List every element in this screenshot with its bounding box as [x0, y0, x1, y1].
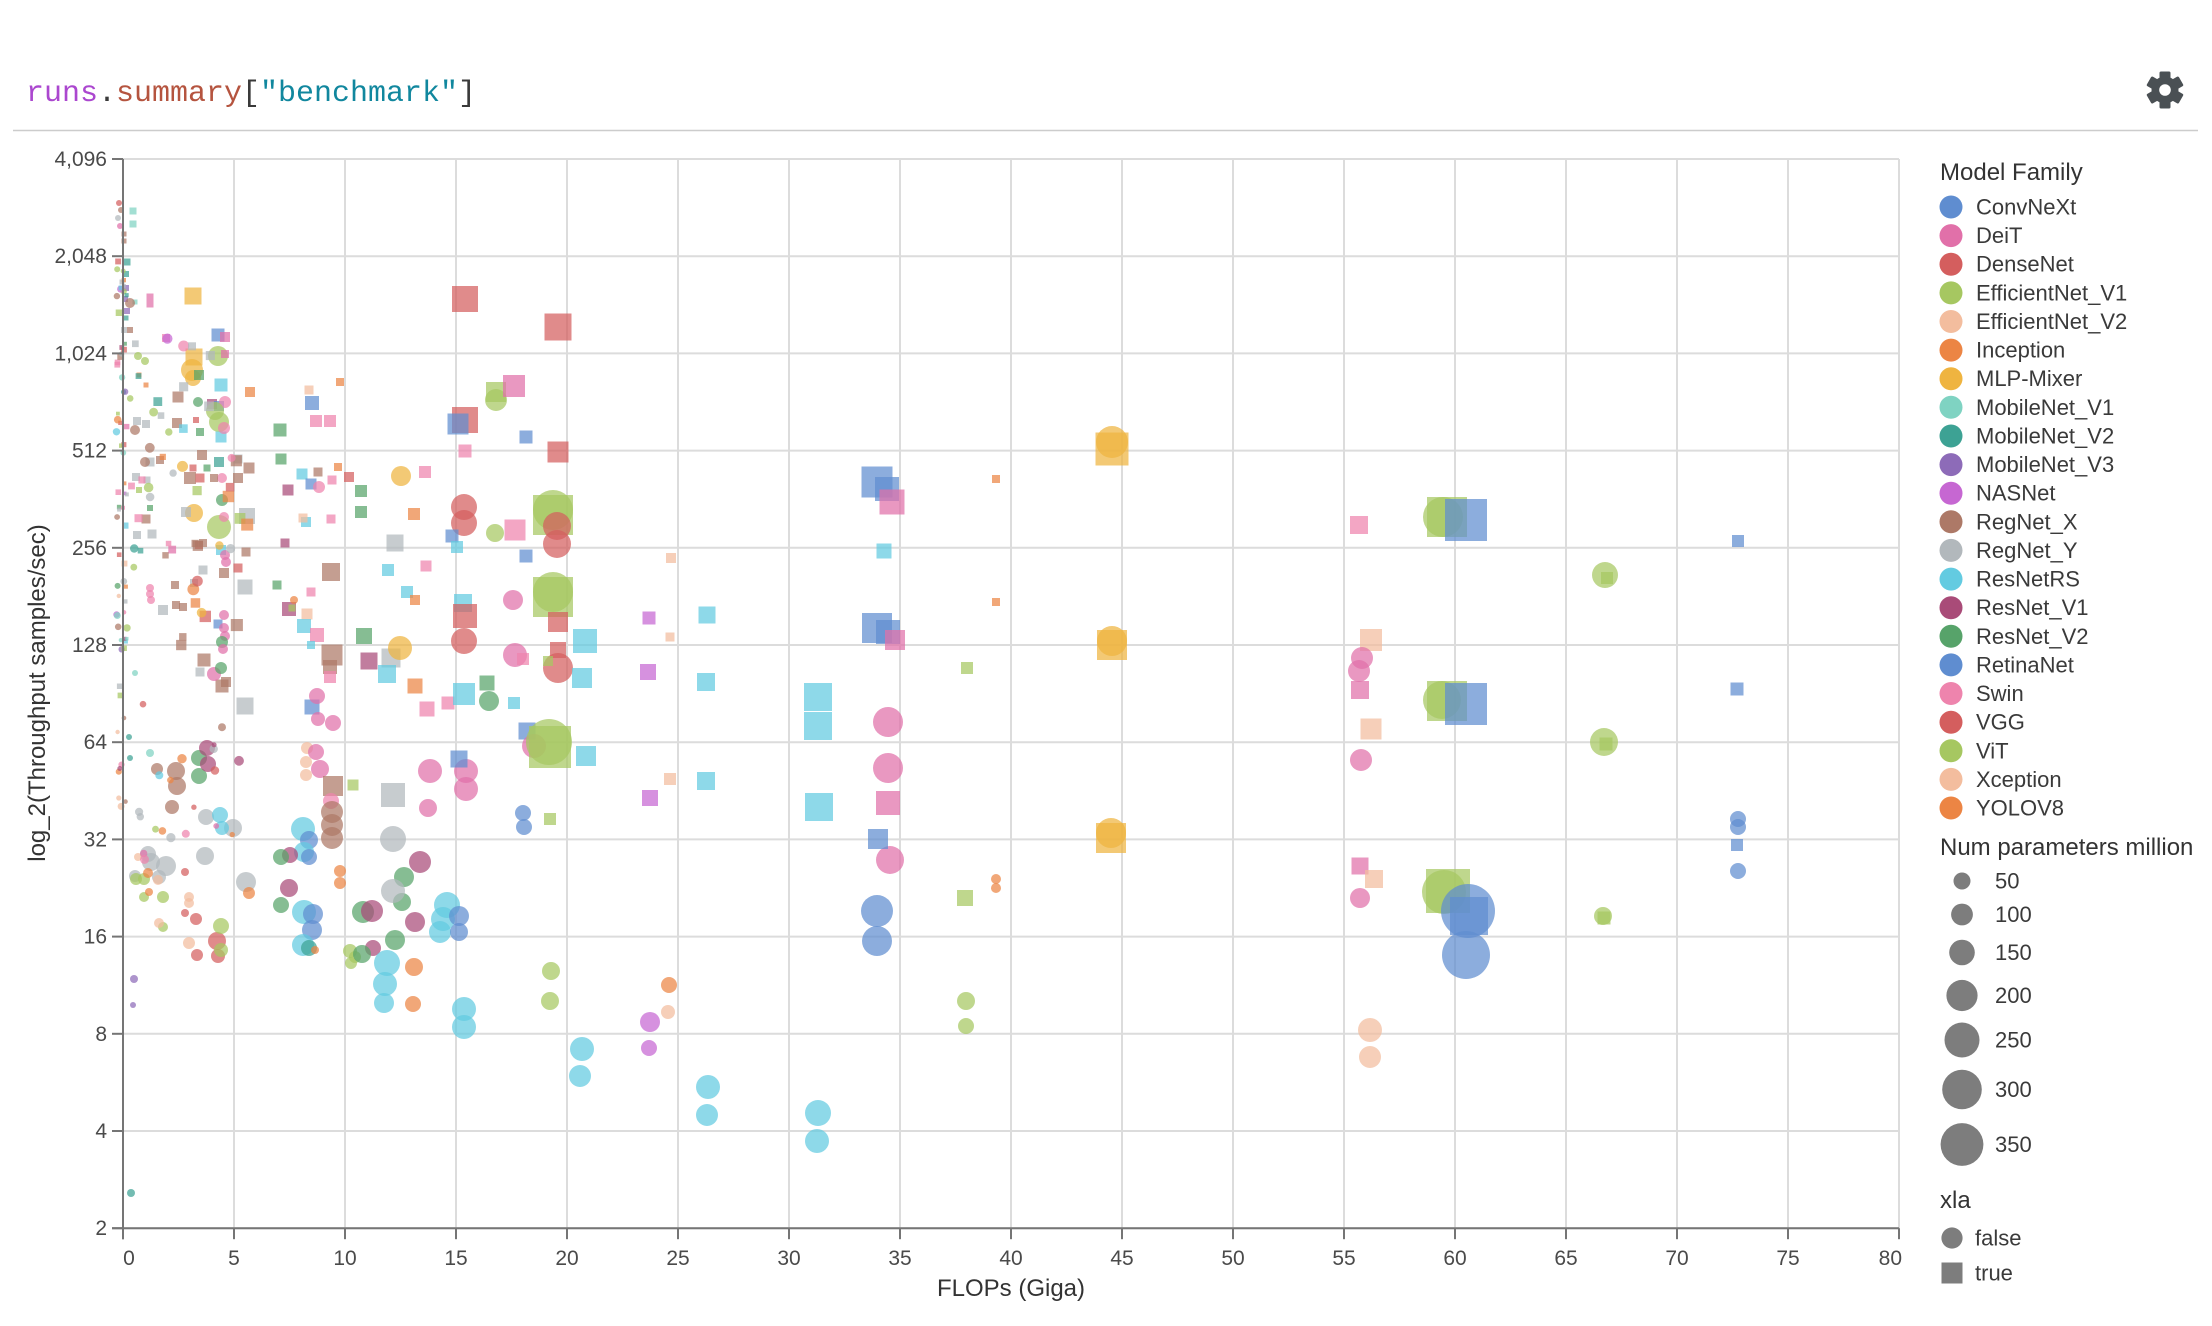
svg-text:MLP-Mixer: MLP-Mixer [1976, 366, 2082, 391]
svg-text:VGG: VGG [1976, 710, 2025, 735]
svg-text:DenseNet: DenseNet [1976, 252, 2074, 277]
svg-text:80: 80 [1879, 1247, 1902, 1270]
svg-text:4,096: 4,096 [54, 148, 107, 171]
svg-text:512: 512 [72, 440, 107, 463]
svg-text:YOLOV8: YOLOV8 [1976, 796, 2064, 821]
svg-text:32: 32 [84, 828, 107, 851]
svg-text:25: 25 [666, 1247, 689, 1270]
svg-text:xla: xla [1940, 1187, 1971, 1214]
svg-text:350: 350 [1995, 1132, 2032, 1157]
svg-text:65: 65 [1554, 1247, 1577, 1270]
svg-text:NASNet: NASNet [1976, 481, 2055, 506]
svg-text:Model Family: Model Family [1940, 159, 2083, 186]
svg-text:Xception: Xception [1976, 767, 2062, 792]
svg-text:40: 40 [999, 1247, 1022, 1270]
svg-text:10: 10 [333, 1247, 356, 1270]
svg-text:1,024: 1,024 [54, 342, 107, 365]
svg-text:true: true [1975, 1261, 2013, 1286]
svg-text:]: ] [458, 77, 476, 111]
svg-text:"benchmark": "benchmark" [260, 77, 458, 111]
svg-text:50: 50 [1221, 1247, 1244, 1270]
svg-text:2,048: 2,048 [54, 245, 107, 268]
svg-text:Inception: Inception [1976, 338, 2065, 363]
svg-text:150: 150 [1995, 940, 2032, 965]
svg-text:MobileNet_V1: MobileNet_V1 [1976, 395, 2114, 420]
svg-text:20: 20 [555, 1247, 578, 1270]
svg-text:256: 256 [72, 537, 107, 560]
svg-text:FLOPs (Giga): FLOPs (Giga) [937, 1275, 1085, 1302]
svg-text:ConvNeXt: ConvNeXt [1976, 195, 2076, 220]
svg-text:[: [ [242, 77, 260, 111]
svg-text:MobileNet_V2: MobileNet_V2 [1976, 424, 2114, 449]
svg-text:EfficientNet_V2: EfficientNet_V2 [1976, 309, 2127, 334]
svg-text:.: . [98, 77, 116, 111]
svg-text:64: 64 [84, 731, 108, 754]
svg-text:8: 8 [95, 1023, 107, 1046]
svg-text:30: 30 [777, 1247, 800, 1270]
svg-text:DeiT: DeiT [1976, 223, 2022, 248]
svg-text:ResNet_V2: ResNet_V2 [1976, 624, 2089, 649]
svg-text:ResNetRS: ResNetRS [1976, 567, 2080, 592]
svg-text:runs: runs [26, 77, 98, 111]
svg-text:200: 200 [1995, 983, 2032, 1008]
svg-text:2: 2 [95, 1217, 107, 1240]
svg-text:5: 5 [228, 1247, 240, 1270]
svg-text:50: 50 [1995, 869, 2019, 894]
svg-text:45: 45 [1110, 1247, 1133, 1270]
svg-text:75: 75 [1776, 1247, 1799, 1270]
svg-text:128: 128 [72, 634, 107, 657]
svg-text:Swin: Swin [1976, 681, 2024, 706]
svg-text:ResNet_V1: ResNet_V1 [1976, 595, 2089, 620]
svg-text:16: 16 [84, 926, 107, 949]
svg-text:RegNet_Y: RegNet_Y [1976, 538, 2078, 563]
svg-text:false: false [1975, 1226, 2021, 1251]
svg-text:60: 60 [1443, 1247, 1466, 1270]
svg-text:RegNet_X: RegNet_X [1976, 509, 2078, 534]
svg-text:summary: summary [116, 77, 242, 111]
svg-text:Num parameters million: Num parameters million [1940, 834, 2193, 861]
svg-text:MobileNet_V3: MobileNet_V3 [1976, 452, 2114, 477]
svg-text:RetinaNet: RetinaNet [1976, 652, 2074, 677]
svg-text:250: 250 [1995, 1028, 2032, 1053]
svg-text:4: 4 [95, 1120, 107, 1143]
svg-text:70: 70 [1665, 1247, 1688, 1270]
svg-text:ViT: ViT [1976, 738, 2009, 763]
svg-text:15: 15 [444, 1247, 467, 1270]
svg-text:35: 35 [888, 1247, 911, 1270]
svg-text:55: 55 [1332, 1247, 1355, 1270]
svg-text:300: 300 [1995, 1077, 2032, 1102]
svg-text:100: 100 [1995, 902, 2032, 927]
svg-text:0: 0 [123, 1247, 135, 1270]
svg-text:EfficientNet_V1: EfficientNet_V1 [1976, 280, 2127, 305]
svg-text:log_2(Throughput samples/sec): log_2(Throughput samples/sec) [24, 524, 51, 862]
